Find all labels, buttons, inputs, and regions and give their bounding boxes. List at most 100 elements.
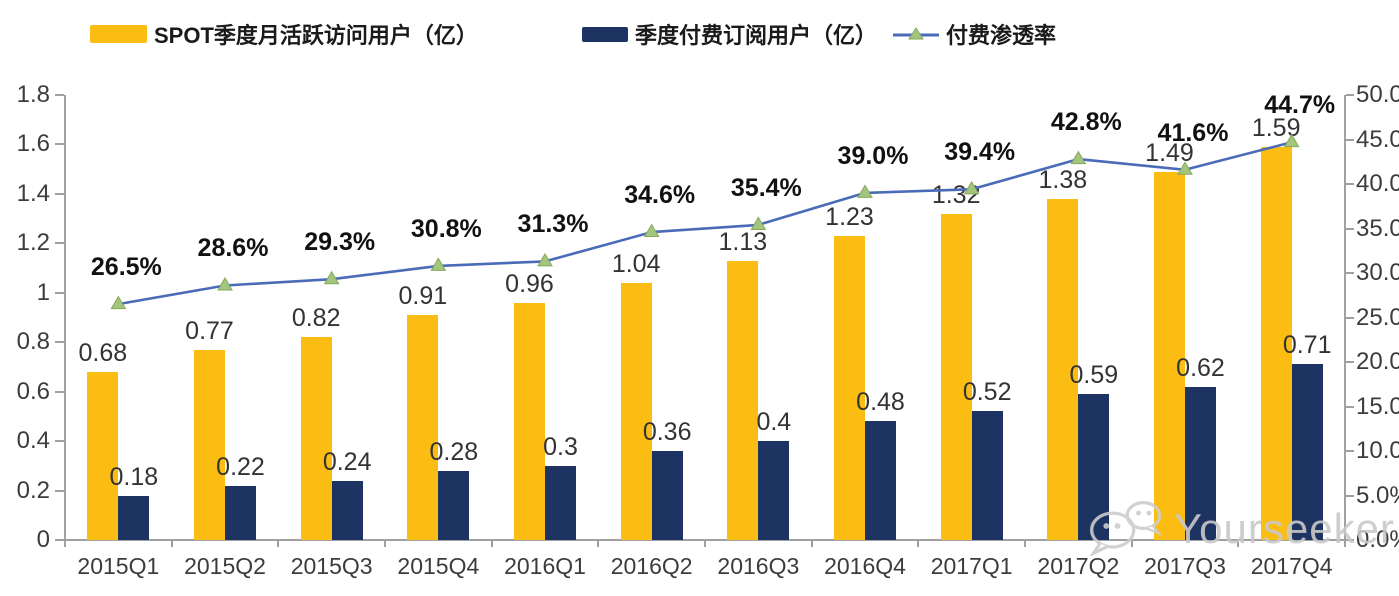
penetration-value-label: 39.4% [944,138,1016,167]
y-axis-right-spine [1344,95,1346,540]
x-axis-label: 2016Q3 [717,553,800,579]
mau-value-label: 0.82 [291,304,341,333]
x-axis-label: 2016Q4 [824,553,906,579]
subscriber-value-label: 0.3 [543,432,578,461]
mau-value-label: 1.32 [931,180,981,209]
subscriber-bar [118,495,150,540]
y-axis-left-tick-label: 0.4 [16,427,50,455]
y-axis-left-tick [55,143,64,146]
y-axis-right-tick-label: 35.0% [1356,214,1399,242]
x-axis-label: 2015Q4 [397,553,480,579]
x-axis-tick [597,540,600,547]
watermark-text: Yourseeker [1174,504,1395,552]
y-axis-right-tick-label: 15.0% [1356,392,1399,420]
penetration-value-label: 39.0% [837,141,909,170]
penetration-value-label: 41.6% [1157,118,1229,147]
subscriber-bar [865,421,896,540]
x-axis-tick [1237,540,1240,547]
y-axis-right-tick [1346,272,1354,274]
y-axis-left-tick-label: 0 [36,526,50,553]
y-axis-left-tick [55,192,64,195]
y-axis-left-tick-label: 0.2 [16,476,50,504]
y-axis-left-tick [55,242,64,245]
subscriber-bar [331,480,363,540]
subscriber-bar [758,441,790,540]
x-axis-label: 2015Q3 [290,553,373,579]
x-axis-label: 2017Q4 [1250,553,1333,579]
subscriber-value-label: 0.71 [1282,331,1332,360]
mau-bar [407,315,439,540]
subscriber-bar [1185,386,1216,540]
mau-value-label: 0.96 [505,269,554,298]
y-axis-right-tick [1346,450,1354,452]
x-axis-label: 2015Q2 [184,553,266,579]
y-axis-left-tick [55,539,64,541]
penetration-point-marker [217,276,233,291]
mau-legend-label: SPOT季度月活跃访问用户（亿） [154,23,478,48]
penetration-line-path [118,140,1293,306]
x-axis-tick [1130,540,1133,547]
penetration-value-label: 34.6% [624,181,696,210]
y-axis-left-tick-label: 0.6 [16,377,50,405]
y-axis-left-tick [55,94,64,96]
subscriber-value-label: 0.48 [856,388,905,417]
penetration-value-label: 44.7% [1264,91,1336,120]
y-axis-right-tick-label: 5.0% [1356,481,1399,509]
subscriber-bar [438,470,470,540]
x-axis-tick [384,540,386,547]
legend-item-mau: SPOT季度月活跃访问用户（亿） [90,18,478,50]
legend-item-subscribers: 季度付费订阅用户（亿） [582,18,877,50]
y-axis-left-spine [64,95,66,540]
y-axis-right-tick [1346,183,1354,185]
y-axis-right-tick [1346,138,1354,141]
penetration-point-marker [857,184,873,198]
x-axis-tick [1344,540,1346,547]
penetration-value-label: 28.6% [197,234,269,263]
subscriber-value-label: 0.36 [642,418,692,446]
x-axis-label: 2016Q2 [610,553,693,579]
mau-value-label: 1.38 [1038,165,1088,194]
y-axis-right-tick-label: 40.0% [1356,170,1399,197]
y-axis-left-tick-label: 1.6 [16,130,50,158]
subscriber-bar [1291,364,1323,540]
subscriber-bar [651,451,683,540]
x-axis-tick [917,540,920,547]
subscriber-value-label: 0.62 [1176,353,1225,382]
penetration-value-label: 30.8% [410,214,482,243]
x-axis-tick [490,540,493,547]
subscriber-bar [545,465,576,540]
x-axis-label: 2016Q1 [504,553,586,579]
penetration-point-marker [1070,150,1087,165]
subscriber-value-label: 0.4 [756,408,792,437]
legend-item-penetration: 付费渗透率 [893,18,1056,50]
mau-value-label: 0.68 [78,338,128,367]
subscriber-bar [971,411,1003,540]
y-axis-right-tick [1346,361,1354,363]
penetration-point-marker [643,223,660,238]
y-axis-right-tick [1346,316,1354,319]
subscriber-value-label: 0.59 [1069,361,1119,390]
y-axis-left-tick-label: 1 [36,278,50,306]
y-axis-left-tick [55,341,64,344]
y-axis-left-tick-label: 1.8 [16,81,50,108]
subscriber-legend-label: 季度付费订阅用户（亿） [635,23,878,48]
mau-bar-legend-swatch [90,25,147,43]
y-axis-left-tick-label: 1.2 [16,229,50,257]
y-axis-right-tick [1346,227,1354,230]
penetration-value-label: 29.3% [304,228,376,257]
x-axis-tick [277,540,280,547]
y-axis-right-tick-label: 20.0% [1356,348,1399,375]
mau-bar [727,260,759,540]
y-axis-right-tick [1346,494,1354,497]
penetration-value-label: 35.4% [730,173,802,202]
y-axis-right-tick-label: 30.0% [1356,259,1399,286]
x-axis-label: 2015Q1 [77,553,160,579]
penetration-point-marker [323,270,340,285]
x-axis-label: 2017Q2 [1037,553,1120,579]
mau-bar [514,302,545,540]
x-axis-label: 2017Q1 [930,553,1013,579]
wechat-icon [1082,496,1166,561]
x-axis-tick [810,540,813,547]
y-axis-right-tick-label: 45.0% [1356,125,1399,153]
